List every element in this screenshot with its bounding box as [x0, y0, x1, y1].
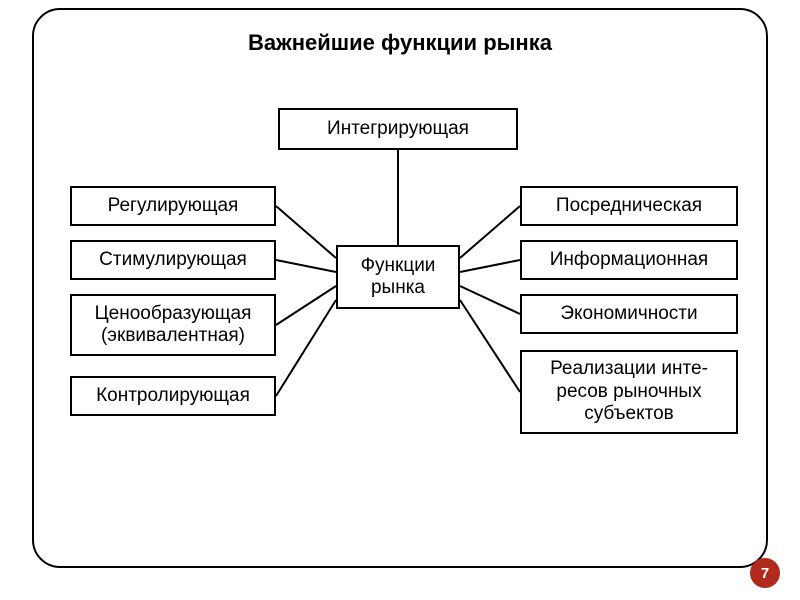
node-left-4: Контролирующая	[70, 376, 276, 416]
node-label: Регулирующая	[108, 195, 239, 217]
diagram-title: Важнейшие функции рынка	[0, 30, 800, 56]
node-left-1: Регулирующая	[70, 186, 276, 226]
node-label: Ценообразующая(эквивалентная)	[95, 303, 252, 348]
node-label: Экономичности	[560, 303, 697, 325]
node-right-1: Посредническая	[520, 186, 738, 226]
node-center: Функциирынка	[336, 245, 460, 309]
node-label: Посредническая	[556, 195, 702, 217]
node-left-3: Ценообразующая(эквивалентная)	[70, 294, 276, 356]
node-label: Стимулирующая	[99, 249, 247, 271]
node-label: Интегрирующая	[327, 118, 469, 140]
node-right-3: Экономичности	[520, 294, 738, 334]
node-left-2: Стимулирующая	[70, 240, 276, 280]
node-label: Контролирующая	[96, 385, 250, 407]
node-label: Реализации инте-ресов рыночныхсубъектов	[550, 358, 708, 425]
page-number: 7	[761, 565, 769, 582]
node-top: Интегрирующая	[278, 108, 518, 150]
node-right-2: Информационная	[520, 240, 738, 280]
page-number-badge: 7	[750, 558, 780, 588]
node-label: Информационная	[550, 249, 708, 271]
node-right-4: Реализации инте-ресов рыночныхсубъектов	[520, 350, 738, 434]
node-label: Функциирынка	[361, 255, 436, 300]
